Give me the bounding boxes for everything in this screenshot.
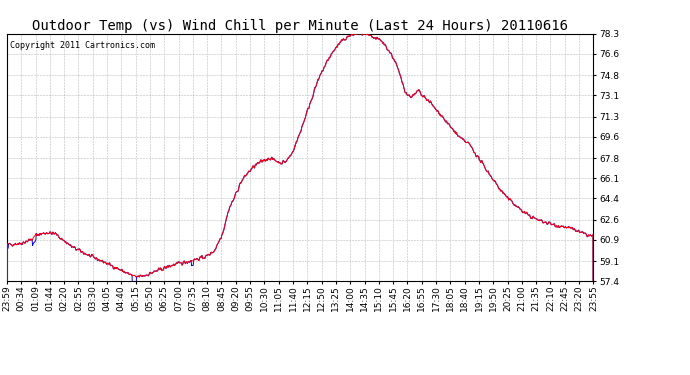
Title: Outdoor Temp (vs) Wind Chill per Minute (Last 24 Hours) 20110616: Outdoor Temp (vs) Wind Chill per Minute … — [32, 19, 568, 33]
Text: Copyright 2011 Cartronics.com: Copyright 2011 Cartronics.com — [10, 41, 155, 50]
